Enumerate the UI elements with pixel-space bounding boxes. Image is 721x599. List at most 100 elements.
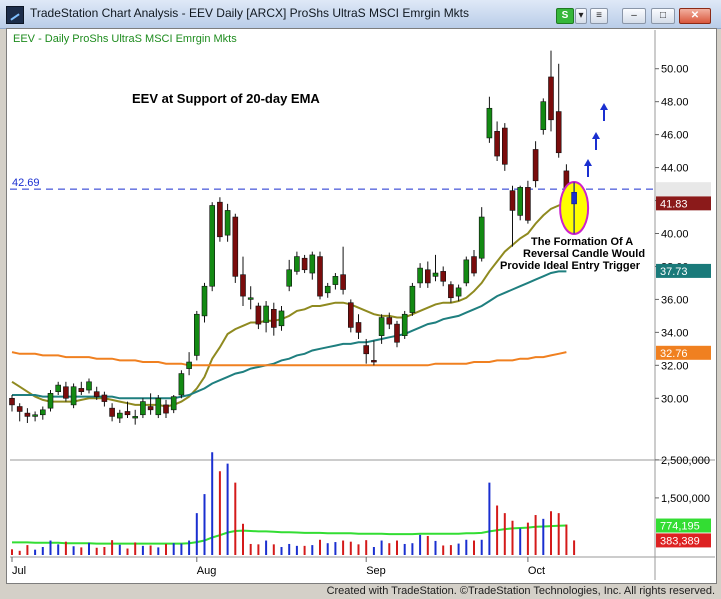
candle-body (224, 210, 231, 236)
candle-body (401, 313, 408, 336)
close-icon[interactable]: ✕ (679, 8, 711, 24)
candle-body (163, 404, 169, 414)
candle-body (378, 317, 385, 336)
strategy-s-button[interactable]: S (556, 8, 574, 24)
last-value-tag (656, 533, 711, 548)
reversal-candle-highlight (559, 180, 590, 235)
price-tick-label: 46.00 (661, 130, 689, 142)
last-value-tag (656, 518, 711, 533)
candle-body (355, 322, 362, 333)
candle-body (363, 345, 370, 355)
annotation-line: Reversal Candle Would (523, 248, 645, 260)
up-arrow-head (592, 132, 600, 139)
last-value-label: 41.83 (660, 198, 688, 210)
volume-bars (11, 452, 576, 555)
volume-tick-label: 2,500,000 (661, 455, 710, 467)
candle-body (463, 259, 470, 284)
candle-body (455, 287, 462, 297)
candle-body (386, 317, 393, 325)
candle-body (232, 216, 239, 277)
projected-arrows (584, 103, 608, 177)
candle-body (194, 313, 200, 356)
title-bar: TradeStation Chart Analysis - EEV Daily … (0, 0, 721, 29)
last-value-label: 37.73 (660, 266, 688, 278)
maximize-icon[interactable]: □ (651, 8, 675, 24)
candle-body (93, 391, 100, 397)
candle-body (448, 284, 454, 299)
candle-body (286, 269, 293, 287)
candle-body (170, 396, 177, 411)
candle-body (240, 274, 246, 297)
candle-body (86, 381, 92, 391)
candle-body (124, 411, 131, 416)
candle-body (255, 305, 262, 325)
price-tick-label: 50.00 (661, 64, 689, 76)
candle-body (494, 131, 500, 157)
last-value-tag (656, 263, 711, 278)
candle-body (324, 285, 331, 294)
price-tick-label: 32.00 (661, 360, 689, 372)
ma-200-line (11, 351, 567, 367)
tradestation-app-icon (6, 6, 24, 24)
candle-body (548, 76, 554, 121)
candle-body (509, 190, 516, 211)
candle-body (270, 308, 277, 328)
price-tick-label: 30.00 (661, 393, 689, 405)
candle-body (432, 272, 439, 277)
candle-body (132, 416, 138, 419)
volume-tick-label: 1,500,000 (661, 493, 710, 505)
candlesticks (9, 50, 577, 425)
candle-body (101, 394, 108, 402)
candle-body (9, 397, 15, 406)
volume-axis-ticks: 2,500,000 1,500,000 (655, 455, 710, 505)
candle-body (394, 323, 400, 343)
time-tick-label: Aug (197, 565, 217, 577)
candle-body (409, 285, 416, 313)
menu-icon[interactable]: ≡ (590, 8, 608, 24)
candle-body (209, 205, 215, 287)
candle-body (247, 297, 254, 300)
candle-body (417, 267, 423, 284)
resistance-line-group: 42.69 (10, 177, 655, 190)
candle-body (55, 384, 62, 392)
resistance-label: 42.69 (12, 177, 40, 189)
resistance-tag (656, 182, 711, 197)
candle-body (263, 305, 269, 323)
candle-body (16, 406, 23, 412)
candle-body (525, 187, 531, 221)
time-axis-ticks: Jul Aug Sep Oct (11, 557, 545, 577)
chart-svg[interactable]: 50.0048.0046.0044.0042.0040.0038.0036.00… (0, 0, 721, 582)
candle-body (39, 409, 46, 416)
volume-ma-line (12, 524, 567, 545)
up-arrow-head (600, 103, 608, 110)
candle-body (78, 388, 85, 392)
candle-body (332, 276, 339, 285)
candle-body (340, 274, 346, 290)
candle-body (32, 414, 38, 417)
candle-body (117, 412, 123, 419)
candle-body (347, 302, 354, 328)
last-value-label: 774,195 (660, 521, 700, 533)
price-pane (10, 30, 655, 458)
price-tick-label: 48.00 (661, 97, 689, 109)
candle-body (178, 373, 185, 396)
candle-body (155, 397, 162, 416)
price-tick-label: 40.00 (661, 229, 689, 241)
candle-body (517, 187, 524, 216)
candle-body (201, 285, 208, 317)
candle-body (294, 256, 300, 272)
window-title: TradeStation Chart Analysis - EEV Daily … (30, 6, 470, 20)
candle-body (278, 310, 285, 327)
price-tick-label: 34.00 (661, 327, 689, 339)
last-value-markers: 41.83 37.73 32.76 774,195 383,389 (656, 182, 711, 548)
footer-credit: Created with TradeStation. ©TradeStation… (326, 585, 715, 597)
time-tick-label: Sep (366, 565, 386, 577)
last-value-tag (656, 196, 711, 211)
last-value-label: 383,389 (660, 535, 700, 547)
chevron-down-icon[interactable]: ▾ (575, 8, 587, 24)
candle-body (471, 256, 477, 274)
candle-body (540, 101, 547, 130)
minimize-icon[interactable]: – (622, 8, 646, 24)
highlight-candle-body (571, 192, 577, 205)
candle-body (147, 406, 154, 411)
